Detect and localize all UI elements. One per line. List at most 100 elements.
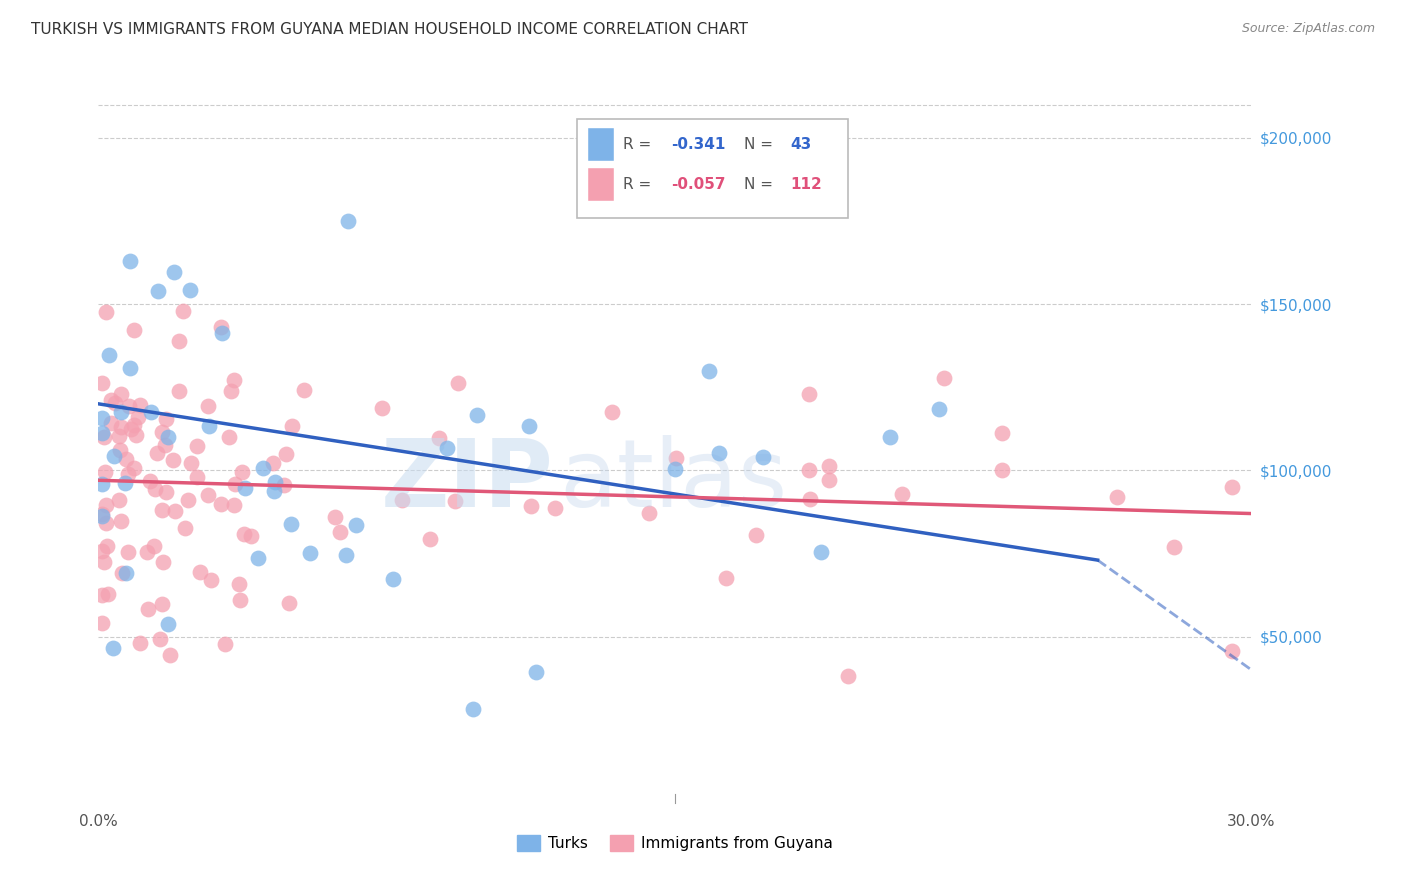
Point — [91, 425, 114, 440]
Point — [233, 527, 256, 541]
Point — [100, 392, 122, 407]
Point — [932, 371, 955, 385]
Point — [110, 514, 132, 528]
Point — [325, 509, 347, 524]
Point — [197, 400, 219, 414]
Point — [436, 441, 458, 455]
Point — [716, 571, 738, 585]
Text: TURKISH VS IMMIGRANTS FROM GUYANA MEDIAN HOUSEHOLD INCOME CORRELATION CHART: TURKISH VS IMMIGRANTS FROM GUYANA MEDIAN… — [31, 22, 748, 37]
Point — [292, 384, 315, 398]
Point — [115, 452, 138, 467]
Point — [156, 430, 179, 444]
Point — [524, 665, 547, 679]
Point — [752, 450, 775, 464]
Point — [100, 416, 122, 430]
Point — [108, 493, 131, 508]
Point — [419, 532, 441, 546]
Point — [146, 446, 169, 460]
Point — [1220, 480, 1243, 494]
Text: -0.057: -0.057 — [672, 178, 725, 193]
Point — [159, 648, 181, 663]
Point — [91, 544, 114, 558]
Point — [150, 502, 173, 516]
Point — [93, 430, 115, 444]
Point — [91, 376, 114, 390]
Point — [280, 419, 302, 434]
Point — [169, 334, 191, 348]
Bar — [589, 169, 614, 202]
Point — [264, 475, 287, 489]
Point — [817, 473, 839, 487]
Point — [114, 476, 136, 491]
Point — [120, 422, 142, 436]
Point — [391, 493, 413, 508]
Point — [186, 470, 208, 484]
Point — [94, 465, 117, 479]
Point — [1105, 491, 1128, 505]
Point — [139, 475, 162, 489]
Text: N =: N = — [744, 137, 778, 152]
Point — [120, 361, 142, 376]
Point — [197, 487, 219, 501]
Point — [697, 363, 720, 377]
Point — [155, 485, 177, 500]
Point — [118, 399, 141, 413]
Point — [111, 566, 134, 580]
FancyBboxPatch shape — [576, 119, 848, 218]
Text: atlas: atlas — [560, 435, 787, 527]
Point — [1220, 644, 1243, 658]
Point — [153, 438, 176, 452]
Point — [96, 539, 118, 553]
Point — [891, 486, 914, 500]
Text: R =: R = — [623, 178, 657, 193]
Point — [98, 348, 121, 362]
Point — [799, 386, 821, 401]
Text: 43: 43 — [790, 137, 811, 152]
Point — [162, 265, 184, 279]
Point — [108, 428, 131, 442]
Point — [136, 544, 159, 558]
Point — [277, 597, 299, 611]
Point — [110, 420, 132, 434]
Point — [150, 425, 173, 439]
Point — [94, 305, 117, 319]
Point — [463, 702, 485, 716]
Point — [1163, 540, 1185, 554]
Point — [110, 405, 132, 419]
Point — [155, 412, 177, 426]
Point — [298, 546, 321, 560]
Point — [637, 506, 659, 520]
Point — [125, 428, 148, 442]
Text: 112: 112 — [790, 178, 823, 193]
Point — [117, 467, 139, 482]
Point — [427, 431, 450, 445]
Point — [186, 439, 208, 453]
Point — [707, 446, 730, 460]
Point — [122, 323, 145, 337]
Text: R =: R = — [623, 137, 657, 152]
Point — [879, 430, 901, 444]
Point — [94, 498, 117, 512]
Point — [240, 528, 263, 542]
Point — [344, 517, 367, 532]
Point — [224, 477, 246, 491]
Point — [799, 463, 821, 477]
Point — [447, 376, 470, 391]
Point — [810, 545, 832, 559]
Point — [252, 461, 274, 475]
Point — [211, 326, 233, 340]
Point — [990, 463, 1012, 477]
Point — [138, 602, 160, 616]
Point — [276, 447, 298, 461]
Point — [110, 387, 132, 401]
Point — [139, 405, 162, 419]
Point — [152, 555, 174, 569]
Point — [157, 616, 180, 631]
Point — [928, 402, 950, 417]
Point — [214, 637, 236, 651]
Point — [219, 384, 242, 398]
Point — [224, 498, 246, 512]
Point — [224, 373, 246, 387]
Point — [117, 545, 139, 559]
Point — [167, 384, 190, 398]
